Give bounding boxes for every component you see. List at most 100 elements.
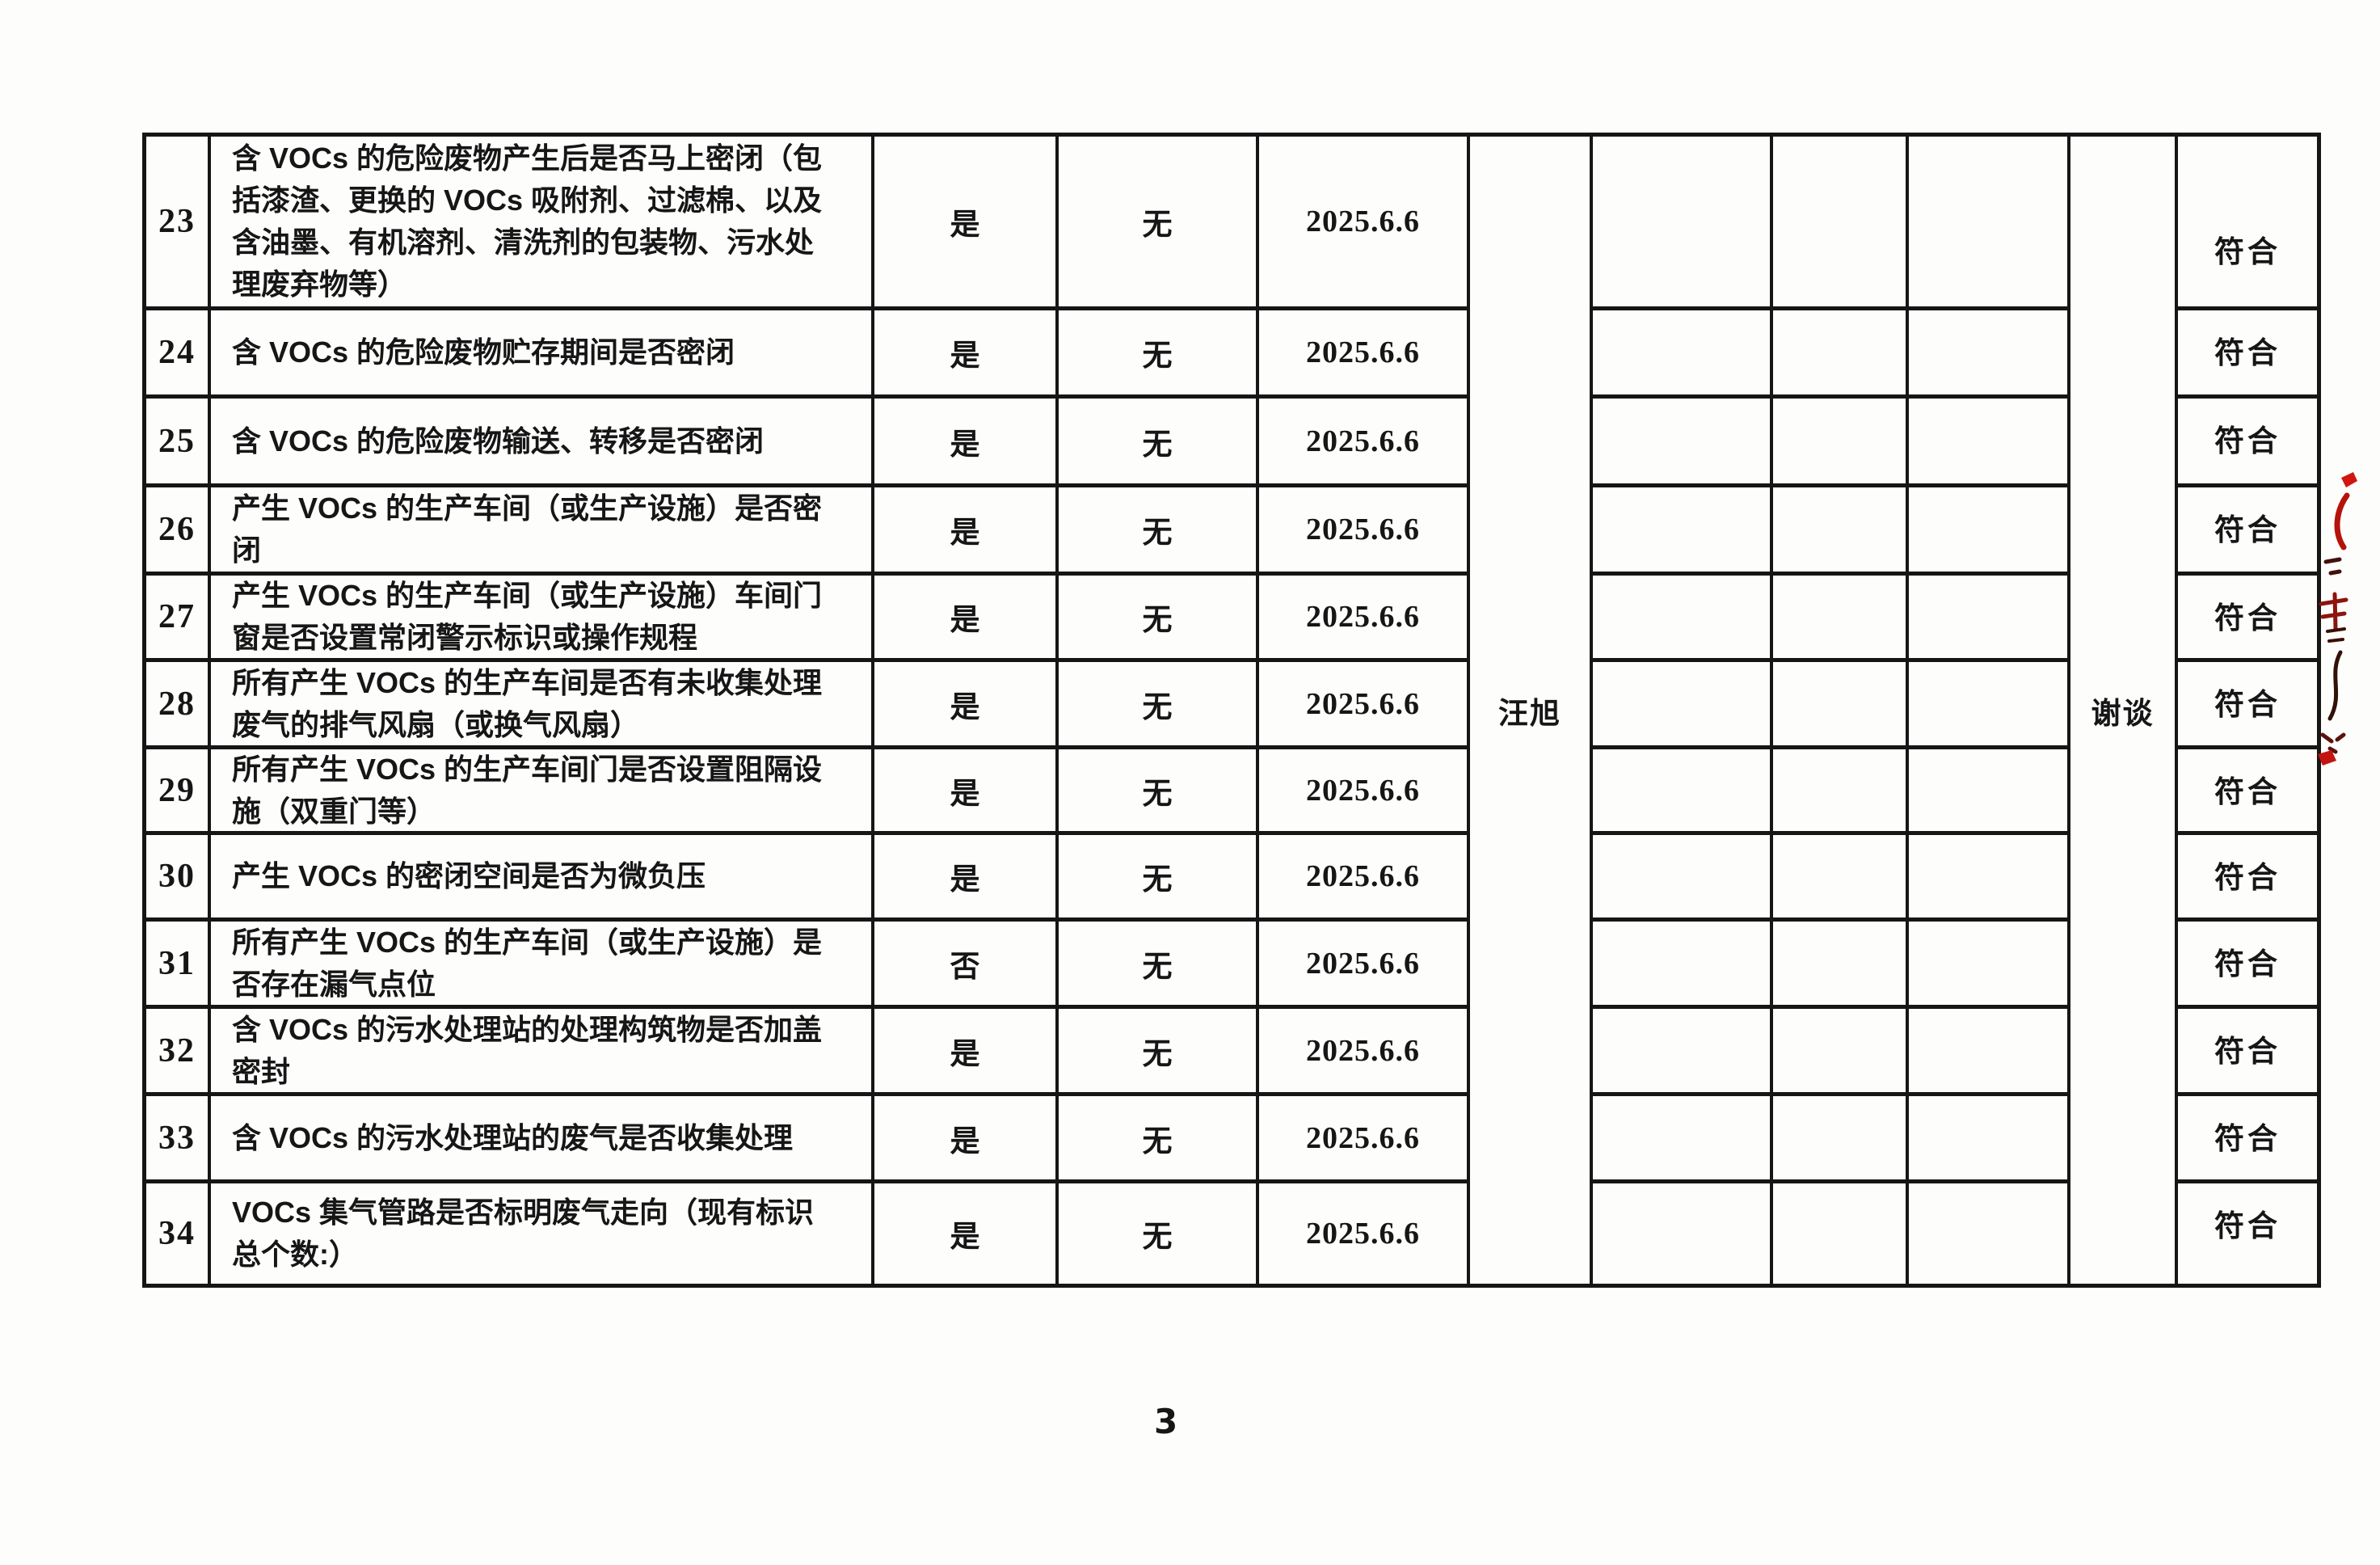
empty-cell <box>1773 662 1909 749</box>
empty-cell <box>1909 310 2070 399</box>
empty-cell <box>1909 835 2070 922</box>
empty-cell <box>1593 835 1773 922</box>
red-ink-stroke <box>2323 557 2342 576</box>
item-text: 产生 VOCs 的生产车间（或生产设施）车间门窗是否设置常闭警示标识或操作规程 <box>232 579 823 654</box>
empty-cell <box>1773 310 1909 399</box>
row-number-cell: 33 <box>146 1096 211 1183</box>
item-text: 含 VOCs 的污水处理站的废气是否收集处理 <box>232 1120 794 1154</box>
empty-cell <box>1773 835 1909 922</box>
item-cell: 含 VOCs 的污水处理站的废气是否收集处理 <box>211 1096 874 1183</box>
row-number-cell: 30 <box>146 835 211 922</box>
empty-cell <box>1593 662 1773 749</box>
item-cell: 所有产生 VOCs 的生产车间门是否设置阻隔设施（双重门等） <box>211 749 874 835</box>
row-number-cell: 29 <box>146 749 211 835</box>
red-ink-stroke <box>2341 472 2357 487</box>
date-cell: 2025.6.6 <box>1259 749 1470 835</box>
item-cell: 含 VOCs 的危险废物输送、转移是否密闭 <box>211 399 874 487</box>
empty-cell <box>1593 922 1773 1009</box>
date-cell: 2025.6.6 <box>1259 1183 1470 1284</box>
problem-cell: 无 <box>1059 922 1259 1009</box>
item-text: VOCs 集气管路是否标明废气走向（现有标识总个数:） <box>232 1196 815 1271</box>
problem-cell: 无 <box>1059 576 1259 662</box>
empty-cell <box>1773 137 1909 310</box>
answer-cell: 是 <box>874 576 1059 662</box>
result-cell: 符合 <box>2178 835 2317 922</box>
escort-signature-cell: 谢谈 <box>2070 137 2178 1284</box>
result-cell: 符合 <box>2178 576 2317 662</box>
empty-cell <box>1909 1183 2070 1284</box>
empty-cell <box>1909 1009 2070 1096</box>
problem-cell: 无 <box>1059 749 1259 835</box>
empty-cell <box>1909 662 2070 749</box>
row-number-cell: 27 <box>146 576 211 662</box>
answer-cell: 是 <box>874 1183 1059 1284</box>
empty-cell <box>1593 310 1773 399</box>
row-number-cell: 34 <box>146 1183 211 1284</box>
date-cell: 2025.6.6 <box>1259 576 1470 662</box>
item-text: 含 VOCs 的危险废物贮存期间是否密闭 <box>232 335 735 369</box>
result-cell: 符合 <box>2178 310 2317 399</box>
empty-cell <box>1909 1096 2070 1183</box>
item-text: 所有产生 VOCs 的生产车间门是否设置阻隔设施（双重门等） <box>232 752 823 828</box>
inspection-table: 23 含 VOCs 的危险废物产生后是否马上密闭（包括漆渣、更换的 VOCs 吸… <box>142 133 2321 1288</box>
item-text: 产生 VOCs 的生产车间（或生产设施）是否密闭 <box>232 491 823 567</box>
empty-cell <box>1773 576 1909 662</box>
empty-cell <box>1593 137 1773 310</box>
red-ink-stroke <box>2327 650 2343 721</box>
result-cell: 符合 <box>2178 137 2317 310</box>
row-number-cell: 31 <box>146 922 211 1009</box>
red-ink-stroke <box>2320 732 2346 754</box>
answer-cell: 是 <box>874 749 1059 835</box>
inspector-signature-cell: 汪旭 <box>1470 137 1593 1284</box>
date-cell: 2025.6.6 <box>1259 1096 1470 1183</box>
item-cell: 含 VOCs 的危险废物产生后是否马上密闭（包括漆渣、更换的 VOCs 吸附剂、… <box>211 137 874 310</box>
problem-cell: 无 <box>1059 137 1259 310</box>
answer-cell: 是 <box>874 1096 1059 1183</box>
problem-cell: 无 <box>1059 487 1259 576</box>
empty-cell <box>1909 922 2070 1009</box>
empty-cell <box>1593 487 1773 576</box>
problem-cell: 无 <box>1059 399 1259 487</box>
empty-cell <box>1593 576 1773 662</box>
date-cell: 2025.6.6 <box>1259 922 1470 1009</box>
row-number-cell: 25 <box>146 399 211 487</box>
result-cell: 符合 <box>2178 662 2317 749</box>
answer-cell: 是 <box>874 835 1059 922</box>
empty-cell <box>1593 399 1773 487</box>
item-cell: 产生 VOCs 的密闭空间是否为微负压 <box>211 835 874 922</box>
result-cell: 符合 <box>2178 399 2317 487</box>
answer-cell: 否 <box>874 922 1059 1009</box>
empty-cell <box>1593 749 1773 835</box>
row-number-cell: 23 <box>146 137 211 310</box>
item-text: 所有产生 VOCs 的生产车间是否有未收集处理废气的排气风扇（或换气风扇） <box>232 665 823 741</box>
empty-cell <box>1773 922 1909 1009</box>
row-number-cell: 28 <box>146 662 211 749</box>
item-cell: 产生 VOCs 的生产车间（或生产设施）是否密闭 <box>211 487 874 576</box>
result-cell: 符合 <box>2178 922 2317 1009</box>
date-cell: 2025.6.6 <box>1259 835 1470 922</box>
item-text: 所有产生 VOCs 的生产车间（或生产设施）是否存在漏气点位 <box>232 925 823 1001</box>
page-number: 3 <box>1154 1402 1178 1441</box>
item-cell: 产生 VOCs 的生产车间（或生产设施）车间门窗是否设置常闭警示标识或操作规程 <box>211 576 874 662</box>
red-ink-stroke <box>2319 592 2348 631</box>
red-ink-stroke <box>2334 492 2350 550</box>
answer-cell: 是 <box>874 399 1059 487</box>
item-text: 产生 VOCs 的密闭空间是否为微负压 <box>232 859 706 892</box>
result-cell: 符合 <box>2214 1209 2281 1242</box>
empty-cell <box>1909 576 2070 662</box>
empty-cell <box>1909 399 2070 487</box>
empty-cell <box>1773 399 1909 487</box>
empty-cell <box>1773 1009 1909 1096</box>
problem-cell: 无 <box>1059 1009 1259 1096</box>
answer-cell: 是 <box>874 487 1059 576</box>
empty-cell <box>1773 1183 1909 1284</box>
result-cell: 符合 <box>2178 1009 2317 1096</box>
red-handwriting-annotation <box>2318 472 2357 766</box>
item-cell: 所有产生 VOCs 的生产车间是否有未收集处理废气的排气风扇（或换气风扇） <box>211 662 874 749</box>
red-ink-stroke <box>2326 627 2346 643</box>
result-cell: 符合 <box>2178 1096 2317 1183</box>
item-cell: VOCs 集气管路是否标明废气走向（现有标识总个数:） <box>211 1183 874 1284</box>
empty-cell <box>1909 137 2070 310</box>
problem-cell: 无 <box>1059 1096 1259 1183</box>
